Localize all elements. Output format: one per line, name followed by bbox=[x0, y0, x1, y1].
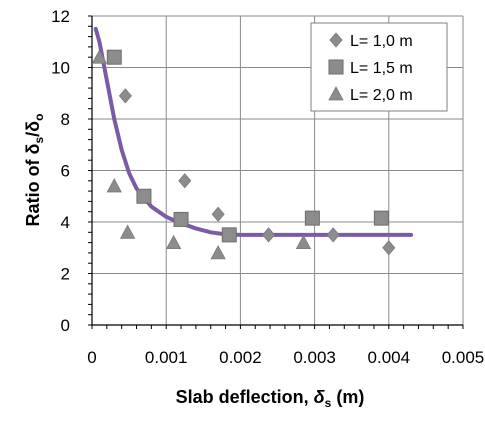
data-point-diamond bbox=[178, 173, 192, 189]
data-point-square bbox=[136, 188, 152, 204]
y-tick-labels: 0 2 4 6 8 10 12 bbox=[51, 7, 70, 335]
data-point-triangle bbox=[295, 234, 312, 250]
data-point-square bbox=[221, 227, 237, 243]
x-axis-title: Slab deflection, δs (m) bbox=[176, 387, 365, 410]
data-point-square bbox=[173, 211, 189, 227]
y-tick-label: 4 bbox=[61, 213, 70, 232]
legend: L= 1,0 m L= 1,5 m L= 2,0 m bbox=[310, 22, 448, 112]
x-tick-label: 0 bbox=[87, 348, 96, 367]
y-tick-label: 6 bbox=[61, 162, 70, 181]
data-point-triangle bbox=[210, 245, 226, 260]
legend-label: L= 1,0 m bbox=[350, 33, 413, 50]
points-layer bbox=[91, 49, 396, 260]
axes bbox=[91, 16, 463, 326]
legend-marker-diamond bbox=[329, 32, 343, 48]
data-point-diamond bbox=[211, 206, 225, 222]
x-tick-label: 0.005 bbox=[442, 348, 485, 367]
y-tick-label: 12 bbox=[51, 7, 70, 26]
y-axis-title: Ratio of δs/δo bbox=[23, 114, 46, 227]
data-point-diamond bbox=[118, 88, 132, 104]
legend-marker-square bbox=[328, 59, 344, 75]
data-point-square bbox=[373, 210, 389, 226]
data-point-diamond bbox=[326, 227, 340, 243]
data-point-square bbox=[304, 210, 320, 226]
y-tick-label: 8 bbox=[61, 110, 70, 129]
y-tick-label: 2 bbox=[61, 265, 70, 284]
x-tick-label: 0.004 bbox=[368, 348, 411, 367]
data-point-triangle bbox=[91, 49, 108, 64]
x-tick-labels: 0 0.001 0.002 0.003 0.004 0.005 bbox=[87, 348, 484, 367]
data-point-diamond bbox=[262, 227, 276, 243]
legend-marker-triangle bbox=[328, 86, 344, 101]
minor-ticks bbox=[88, 15, 464, 329]
y-tick-label: 10 bbox=[51, 59, 70, 78]
data-point-square bbox=[106, 49, 122, 65]
x-tick-label: 0.002 bbox=[219, 348, 262, 367]
data-point-triangle bbox=[119, 224, 136, 239]
data-point-diamond bbox=[382, 240, 396, 256]
y-tick-label: 0 bbox=[61, 316, 70, 335]
x-tick-label: 0.003 bbox=[293, 348, 336, 367]
legend-label: L= 2,0 m bbox=[350, 87, 413, 104]
x-tick-label: 0.001 bbox=[145, 348, 188, 367]
legend-label: L= 1,5 m bbox=[350, 60, 413, 77]
data-point-triangle bbox=[106, 178, 122, 193]
data-point-triangle bbox=[165, 234, 182, 250]
